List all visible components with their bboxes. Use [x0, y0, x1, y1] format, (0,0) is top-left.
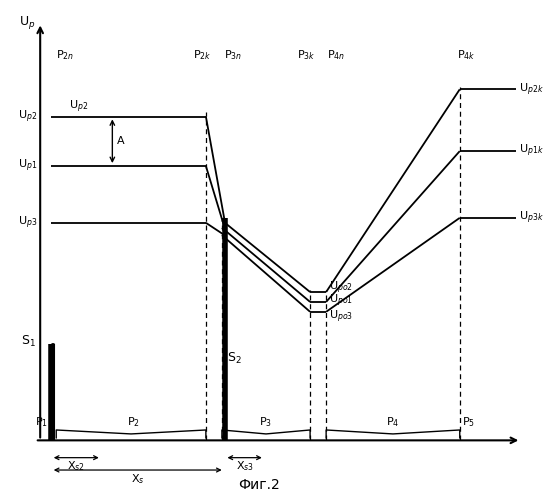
Text: X$_{s3}$: X$_{s3}$ — [235, 460, 254, 473]
Text: P$_{4n}$: P$_{4n}$ — [327, 48, 345, 62]
Text: P$_{3n}$: P$_{3n}$ — [223, 48, 241, 62]
Text: X$_s$: X$_s$ — [131, 472, 145, 486]
Text: U$_{p3k}$: U$_{p3k}$ — [519, 210, 543, 226]
Text: P$_4$: P$_4$ — [386, 415, 400, 429]
Text: P$_{4k}$: P$_{4k}$ — [457, 48, 476, 62]
Text: P$_{2n}$: P$_{2n}$ — [56, 48, 74, 62]
Text: U$_{po2}$: U$_{po2}$ — [329, 280, 353, 296]
Text: U$_{p2}$: U$_{p2}$ — [18, 108, 37, 124]
Text: P$_1$: P$_1$ — [35, 415, 48, 429]
Text: P$_3$: P$_3$ — [260, 415, 273, 429]
Text: U$_{po3}$: U$_{po3}$ — [329, 308, 353, 325]
Text: U$_{p1k}$: U$_{p1k}$ — [519, 143, 543, 160]
Text: U$_{po1}$: U$_{po1}$ — [329, 292, 353, 309]
Text: X$_{s2}$: X$_{s2}$ — [67, 460, 85, 473]
Text: Фиг.2: Фиг.2 — [239, 478, 280, 492]
Text: S$_2$: S$_2$ — [227, 351, 242, 366]
Text: S$_1$: S$_1$ — [21, 334, 36, 349]
Text: U$_{p2k}$: U$_{p2k}$ — [519, 81, 543, 98]
Text: P$_5$: P$_5$ — [463, 415, 476, 429]
Text: U$_{p3}$: U$_{p3}$ — [18, 214, 37, 231]
Text: U$_{p1}$: U$_{p1}$ — [18, 158, 37, 174]
Text: U$_{p2}$: U$_{p2}$ — [69, 98, 88, 115]
Text: U$_p$: U$_p$ — [19, 14, 35, 31]
Text: A: A — [117, 136, 124, 146]
Text: P$_{2k}$: P$_{2k}$ — [192, 48, 211, 62]
Text: P$_{3k}$: P$_{3k}$ — [297, 48, 315, 62]
Text: P$_2$: P$_2$ — [127, 415, 140, 429]
